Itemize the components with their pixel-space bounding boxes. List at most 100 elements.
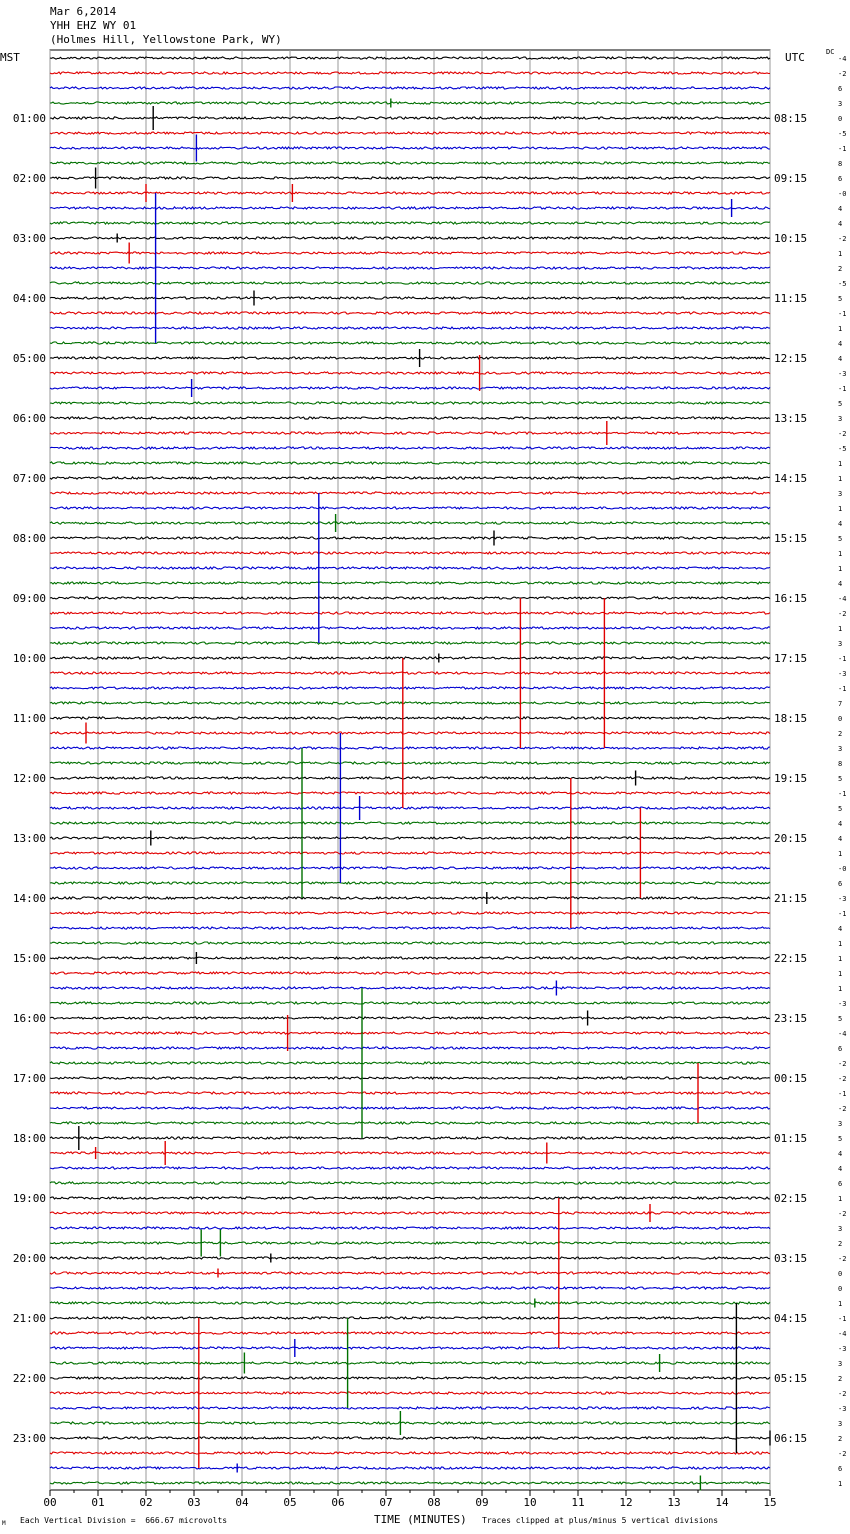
- dc-offset-label: -2: [838, 1060, 846, 1068]
- right-hour-label: 15:15: [774, 532, 807, 545]
- left-hour-label: 18:00: [13, 1132, 46, 1145]
- right-hour-label: 14:15: [774, 472, 807, 485]
- dc-offset-label: -2: [838, 1075, 846, 1083]
- dc-offset-label: 4: [838, 355, 842, 363]
- dc-offset-label: 6: [838, 85, 842, 93]
- seismic-trace: [49, 1091, 771, 1095]
- dc-offset-label: -3: [838, 895, 846, 903]
- dc-offset-label: -1: [838, 655, 846, 663]
- dc-offset-label: -2: [838, 1450, 846, 1458]
- dc-offset-label: -3: [838, 1000, 846, 1008]
- dc-offset-label: 1: [838, 1300, 842, 1308]
- x-tick-label: 14: [715, 1496, 729, 1509]
- seismic-trace: [49, 1046, 771, 1050]
- right-hour-label: 21:15: [774, 892, 807, 905]
- seismic-trace: [49, 1181, 771, 1185]
- seismic-trace: [49, 790, 771, 796]
- dc-offset-label: 4: [838, 220, 842, 228]
- x-axis-title: TIME (MINUTES): [374, 1513, 467, 1526]
- dc-offset-label: -2: [838, 1390, 846, 1398]
- seismic-trace: [49, 1421, 771, 1425]
- x-tick-label: 06: [331, 1496, 344, 1509]
- left-hour-label: 07:00: [13, 472, 46, 485]
- dc-offset-label: -2: [838, 430, 846, 438]
- dc-offset-label: -2: [838, 1105, 846, 1113]
- dc-offset-label: 1: [838, 475, 842, 483]
- seismic-trace: [49, 161, 771, 165]
- left-hour-label: 17:00: [13, 1072, 46, 1085]
- seismic-trace: [49, 1166, 771, 1170]
- dc-offset-label: -4: [838, 595, 846, 603]
- seismic-trace: [49, 1226, 771, 1230]
- right-hour-label: 06:15: [774, 1432, 807, 1445]
- dc-offset-label: -2: [838, 235, 846, 243]
- seismic-trace: [49, 221, 771, 225]
- seismic-trace: [49, 971, 771, 975]
- right-hour-label: 01:15: [774, 1132, 807, 1145]
- seismic-trace: [49, 56, 771, 60]
- seismic-trace: [49, 296, 771, 300]
- dc-offset-label: 8: [838, 160, 842, 168]
- seismic-trace: [49, 1286, 771, 1290]
- seismic-trace: [49, 1466, 771, 1471]
- dc-offset-label: -5: [838, 445, 846, 453]
- left-hour-label: 21:00: [13, 1312, 46, 1325]
- x-tick-label: 04: [235, 1496, 249, 1509]
- seismic-trace: [49, 1061, 771, 1065]
- dc-offset-label: 3: [838, 1120, 842, 1128]
- dc-offset-label: 3: [838, 490, 842, 498]
- dc-offset-label: 6: [838, 880, 842, 888]
- dc-offset-label: 4: [838, 1165, 842, 1173]
- left-hour-label: 13:00: [13, 832, 46, 845]
- seismic-trace: [49, 1301, 771, 1305]
- seismic-trace: [49, 446, 771, 450]
- seismic-trace: [49, 1241, 771, 1245]
- right-hour-label: 03:15: [774, 1252, 807, 1265]
- seismic-trace: [49, 521, 771, 525]
- seismic-trace: [49, 700, 771, 706]
- dc-offset-label: 1: [838, 970, 842, 978]
- seismic-trace: [49, 146, 771, 150]
- seismic-trace: [49, 656, 771, 660]
- dc-offset-label: 1: [838, 985, 842, 993]
- seismic-trace: [49, 866, 770, 870]
- seismic-trace: [49, 926, 771, 930]
- dc-offset-label: 5: [838, 400, 842, 408]
- seismic-trace: [49, 311, 771, 315]
- dc-offset-label: 1: [838, 250, 842, 258]
- dc-offset-label: 1: [838, 955, 842, 963]
- seismic-trace: [49, 191, 771, 196]
- dc-offset-label: 6: [838, 175, 842, 183]
- station-code: YHH EHZ WY 01: [50, 19, 137, 32]
- seismic-trace: [49, 836, 771, 840]
- dc-offset-label: -1: [838, 385, 846, 393]
- dc-offset-label: 2: [838, 730, 842, 738]
- right-hour-label: 00:15: [774, 1072, 807, 1085]
- dc-offset-label: -1: [838, 1315, 846, 1323]
- dc-offset-label: 0: [838, 1285, 842, 1293]
- seismic-trace: [49, 686, 771, 691]
- dc-offset-label: 7: [838, 700, 842, 708]
- dc-offset-label: 1: [838, 850, 842, 858]
- right-hour-label: 20:15: [774, 832, 807, 845]
- left-hour-label: 05:00: [13, 352, 46, 365]
- seismic-trace: [49, 1330, 771, 1335]
- right-hour-label: 08:15: [774, 112, 807, 125]
- dc-offset-label: -3: [838, 1405, 846, 1413]
- seismic-trace: [49, 1481, 771, 1485]
- seismic-trace: [50, 176, 771, 180]
- right-hour-label: 19:15: [774, 772, 807, 785]
- x-tick-label: 09: [475, 1496, 488, 1509]
- seismic-trace: [49, 460, 771, 466]
- seismic-trace: [49, 1151, 771, 1155]
- left-hour-label: 08:00: [13, 532, 46, 545]
- left-hour-label: 20:00: [13, 1252, 46, 1265]
- dc-offset-label: 2: [838, 265, 842, 273]
- x-tick-label: 15: [763, 1496, 776, 1509]
- dc-offset-label: -1: [838, 685, 846, 693]
- seismic-trace: [49, 70, 771, 75]
- dc-offset-label: 4: [838, 580, 842, 588]
- x-tick-label: 02: [139, 1496, 152, 1509]
- dc-offset-label: 3: [838, 745, 842, 753]
- right-hour-label: 10:15: [774, 232, 807, 245]
